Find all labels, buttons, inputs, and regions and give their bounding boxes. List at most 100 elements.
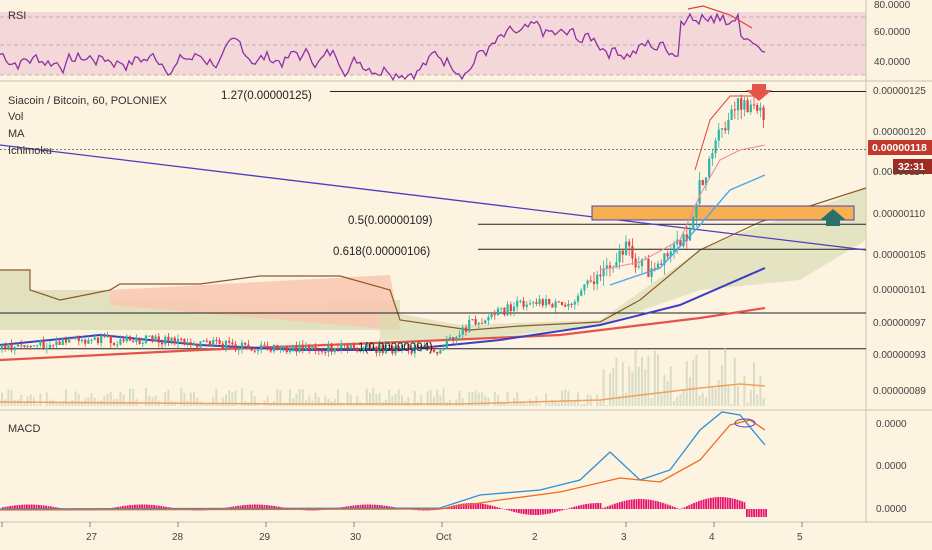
candle-body (272, 344, 276, 352)
volume-bar (391, 396, 394, 406)
macd-hist-bar (503, 509, 506, 510)
candle-body (32, 345, 36, 347)
candle-body (416, 344, 420, 348)
volume-bar (74, 391, 77, 406)
candle-body (132, 340, 135, 342)
candle-body (208, 341, 212, 346)
up-arrow-icon (820, 209, 846, 226)
candle-body (695, 203, 698, 218)
macd-hist-bar (35, 504, 38, 509)
macd-hist-bar (261, 504, 263, 509)
ma-red-slow (0, 306, 766, 362)
volume-bar (573, 400, 576, 406)
candle-body (215, 339, 218, 341)
macd-hist-bar (746, 509, 748, 517)
macd-hist-bar (729, 497, 731, 509)
macd-hist-bar (549, 509, 551, 514)
candle-body (87, 340, 90, 344)
macd-hist-bar (638, 499, 640, 509)
volume-bar (106, 393, 109, 406)
candle-body (599, 274, 602, 277)
candle-body (199, 341, 202, 348)
macd-hist-bar (561, 509, 563, 511)
macd-hist-bar (760, 509, 763, 517)
volume-bar (730, 404, 733, 406)
candle-body (573, 301, 576, 305)
macd-hist-bar (50, 506, 52, 509)
candle-body (160, 342, 164, 345)
candle-body (324, 351, 327, 353)
volume-bar (705, 397, 707, 406)
candle-body (247, 344, 250, 349)
macd-hist-bar (614, 503, 616, 509)
candle-body (749, 104, 752, 113)
macd-hist-bar (678, 509, 681, 510)
macd-hist-bar (621, 501, 623, 509)
candle-body (26, 346, 29, 348)
candle-body (52, 344, 55, 346)
macd-line (0, 411, 766, 510)
volume-bar (695, 354, 698, 406)
volume-bar (385, 399, 387, 406)
macd-hist-bar (508, 509, 511, 511)
volume-bar (225, 394, 227, 406)
volume-bar (103, 396, 106, 406)
macd-hist-bar (654, 500, 657, 509)
candle-body (308, 345, 311, 350)
macd-hist-bar (498, 507, 501, 509)
volume-bar (551, 399, 554, 406)
volume-bar (97, 400, 99, 406)
macd-hist-bar (2, 507, 4, 509)
macd-hist-bar (30, 504, 33, 509)
macd-hist-bar (707, 498, 710, 509)
macd-hist-bar (558, 509, 561, 512)
candle-body (493, 314, 496, 316)
macd-hist-bar (251, 504, 254, 509)
volume-bar (458, 390, 461, 406)
candle-body (365, 344, 368, 348)
volume-bar (183, 393, 186, 406)
macd-hist-bar (124, 505, 127, 509)
macd-hist-bar (580, 504, 583, 509)
macd-hist-bar (126, 505, 129, 509)
volume-bar (599, 399, 602, 406)
candle-body (410, 350, 413, 354)
macd-hist-bar (719, 497, 722, 509)
volume-bar (401, 395, 403, 406)
macd-hist-bar (45, 505, 47, 509)
candle-body (292, 345, 295, 350)
macd-hist-bar (642, 499, 645, 509)
volume-bar (349, 394, 352, 406)
volume-bar (148, 395, 151, 406)
macd-hist-bar (563, 509, 566, 510)
volume-bar (257, 403, 259, 406)
macd-hist-bar (710, 497, 712, 509)
candle-body (244, 342, 247, 345)
candle-body (544, 299, 548, 306)
volume-bar (36, 404, 39, 406)
candle-body (180, 338, 183, 340)
volume-bar (605, 405, 608, 406)
candle-body (39, 340, 42, 345)
candle-body (535, 302, 538, 305)
volume-bar (436, 389, 439, 406)
candle-body (554, 301, 557, 308)
macd-hist-bar (256, 504, 259, 509)
macd-hist-bar (597, 503, 599, 509)
candle-body (596, 274, 599, 285)
candle-body (557, 301, 560, 303)
macd-hist-bar (736, 499, 739, 509)
macd-hist-bar (626, 500, 628, 509)
macd-hist-bar (244, 504, 247, 509)
macd-hist-bar (575, 506, 578, 509)
candle-body (253, 350, 256, 352)
macd-hist-bar (755, 509, 758, 517)
volume-bar (465, 405, 467, 406)
macd-hist-bar (527, 509, 530, 515)
volume-bar (420, 395, 423, 406)
candle-body (311, 346, 314, 350)
volume-bar (10, 390, 13, 406)
candle-body (202, 340, 205, 342)
